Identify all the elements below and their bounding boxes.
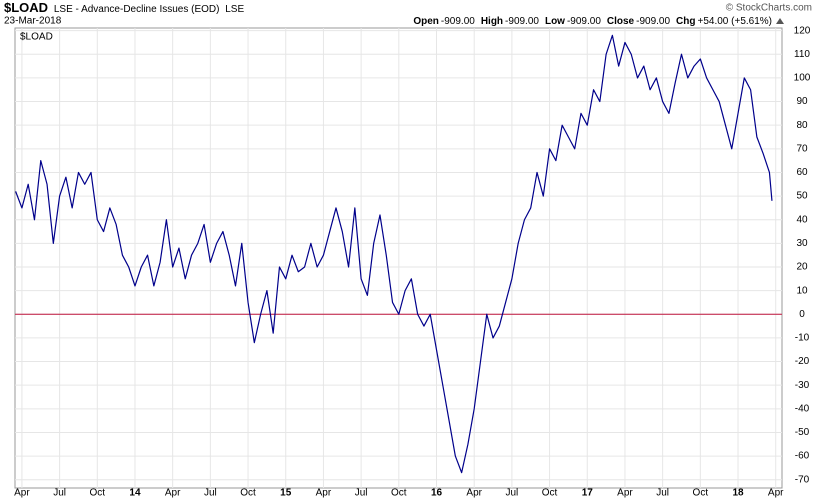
y-tick-label: 120 <box>794 25 811 36</box>
x-tick-label: Jul <box>505 488 518 499</box>
x-tick-label: Apr <box>617 488 633 499</box>
data-line <box>15 34 773 474</box>
y-tick-label: 30 <box>796 238 808 249</box>
y-tick-label: 0 <box>799 309 805 320</box>
quote-label: Chg <box>676 16 695 27</box>
x-tick-label: 17 <box>582 488 594 499</box>
quote: Open -909.00 High -909.00 Low -909.00 Close -90… <box>413 16 772 27</box>
x-tick-label: Apr <box>466 488 482 499</box>
y-tick-label: -70 <box>795 474 810 485</box>
quote-label: High <box>481 16 503 27</box>
y-tick-label: -10 <box>795 333 810 344</box>
chart-title: $LOAD <box>4 0 48 15</box>
exchange: LSE <box>225 4 244 15</box>
quote-value: -909.00 <box>636 16 670 27</box>
x-tick-label: Apr <box>316 488 332 499</box>
y-tick-label: 70 <box>796 143 808 154</box>
y-tick-label: -50 <box>795 427 810 438</box>
y-tick-label: 20 <box>796 262 808 273</box>
x-tick-label: Apr <box>14 488 30 499</box>
y-tick-label: -60 <box>795 451 810 462</box>
y-tick-label: 60 <box>796 167 808 178</box>
x-tick-label: 18 <box>732 488 744 499</box>
y-tick-label: -20 <box>795 356 810 367</box>
grid <box>15 28 782 488</box>
x-tick-label: Oct <box>240 488 256 499</box>
x-tick-label: Oct <box>391 488 407 499</box>
x-tick-label: 16 <box>431 488 443 499</box>
date: 23-Mar-2018 <box>4 16 62 27</box>
legend-entry: $LOAD <box>20 32 53 43</box>
description: LSE - Advance-Decline Issues (EOD) <box>54 4 220 15</box>
y-tick-label: 10 <box>796 285 808 296</box>
y-tick-label: 50 <box>796 191 808 202</box>
quote-label: Open <box>413 16 439 27</box>
marks <box>15 34 782 474</box>
x-tick-label: Apr <box>768 488 784 499</box>
x-tick-label: 15 <box>280 488 292 499</box>
up-arrow <box>776 18 784 24</box>
x-tick-label: 14 <box>129 488 141 499</box>
y-tick-label: 80 <box>796 120 808 131</box>
x-tick-label: Jul <box>355 488 368 499</box>
quote-value: -909.00 <box>505 16 539 27</box>
x-tick-label: Jul <box>204 488 217 499</box>
quote-value: -909.00 <box>441 16 475 27</box>
x-tick-label: Jul <box>53 488 66 499</box>
quote-value: +54.00 (+5.61%) <box>698 16 773 27</box>
quote-label: Close <box>607 16 635 27</box>
x-tick-label: Oct <box>693 488 709 499</box>
x-tick-label: Jul <box>656 488 669 499</box>
y-tick-label: 110 <box>794 49 810 60</box>
chart-header: $LOAD LSE - Advance-Decline Issues (EOD)… <box>4 0 244 15</box>
x-tick-label: Oct <box>90 488 106 499</box>
quote-label: Low <box>545 16 565 27</box>
credit: © StockCharts.com <box>726 3 812 14</box>
y-tick-label: 100 <box>794 73 811 84</box>
y-tick-label: -30 <box>795 380 810 391</box>
x-tick-label: Apr <box>165 488 181 499</box>
y-tick-label: -40 <box>795 403 810 414</box>
quote-value: -909.00 <box>567 16 601 27</box>
y-tick-label: 40 <box>796 214 808 225</box>
x-tick-label: Oct <box>542 488 558 499</box>
y-tick-label: 90 <box>796 96 808 107</box>
